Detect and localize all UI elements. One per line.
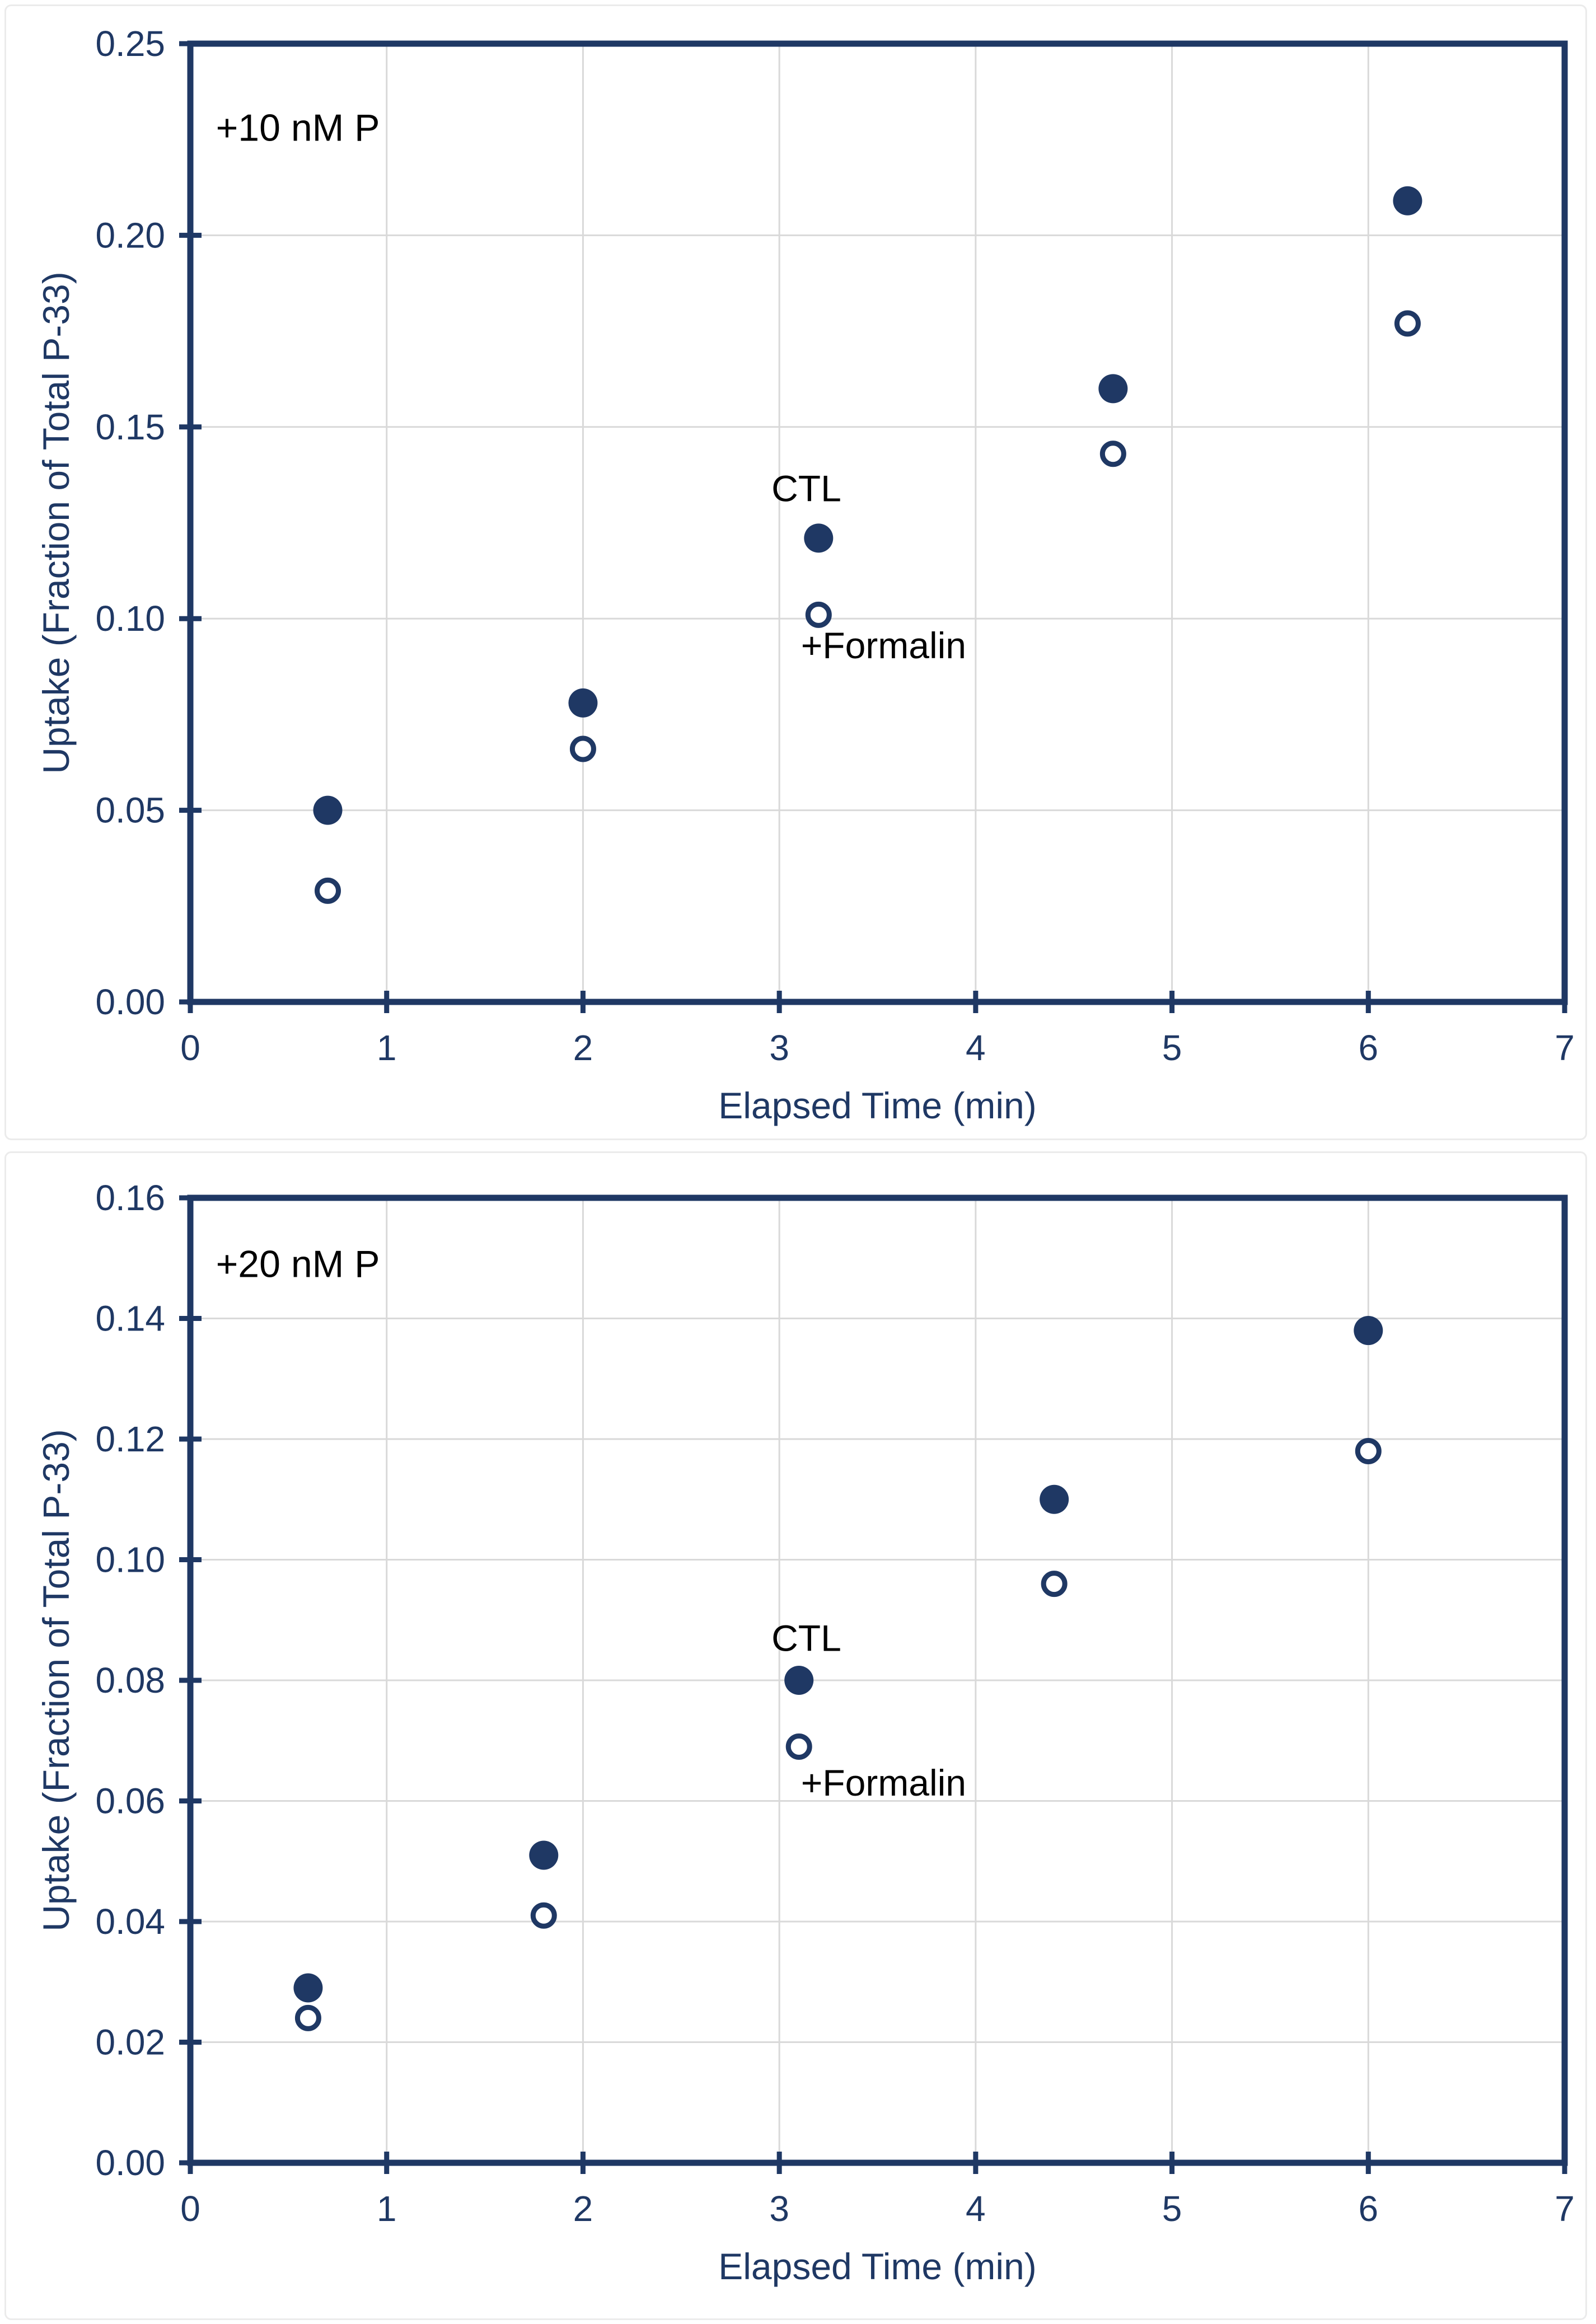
x-axis-tick-label: 4 [966, 1028, 986, 1068]
x-axis-tick-label: 5 [1162, 2189, 1182, 2229]
top-chart-panel [4, 4, 1587, 1140]
y-axis-tick-label: 0.00 [95, 2143, 165, 2183]
y-axis-tick-label: 0.02 [95, 2022, 165, 2063]
condition-annotation: +10 nM P [216, 107, 380, 149]
data-point-open-circle [1394, 310, 1421, 337]
y-axis-tick-label: 0.10 [95, 598, 165, 639]
y-axis-tick-label: 0.16 [95, 1178, 165, 1218]
y-axis-title: Uptake (Fraction of Total P-33) [35, 271, 77, 774]
x-axis-tick-label: 3 [769, 2189, 789, 2229]
x-axis-tick-label: 4 [966, 2189, 986, 2229]
data-point-open-circle [1041, 1571, 1068, 1597]
y-axis-tick-label: 0.05 [95, 790, 165, 831]
data-point-filled-circle [1040, 1484, 1069, 1514]
x-axis-title: Elapsed Time (min) [718, 2246, 1037, 2287]
x-axis-tick-label: 0 [180, 2189, 200, 2229]
x-axis-tick-label: 6 [1358, 1028, 1378, 1068]
y-axis-tick-label: 0.04 [95, 1901, 165, 1942]
y-axis-tick-label: 0.25 [95, 24, 165, 64]
x-axis-tick-label: 2 [573, 2189, 593, 2229]
x-axis-tick-label: 3 [769, 1028, 789, 1068]
data-point-open-circle [530, 1902, 557, 1929]
data-point-open-circle [1099, 441, 1126, 467]
data-point-open-circle [569, 735, 596, 762]
x-axis-tick-label: 1 [377, 2189, 397, 2229]
y-axis-tick-label: 0.15 [95, 407, 165, 447]
x-axis-tick-label: 0 [180, 1028, 200, 1068]
x-axis-title: Elapsed Time (min) [718, 1085, 1037, 1126]
y-axis-tick-label: 0.06 [95, 1781, 165, 1821]
condition-annotation: +20 nM P [216, 1243, 380, 1286]
data-point-filled-circle [784, 1666, 814, 1695]
series-label-formalin: +Formalin [801, 625, 966, 666]
x-axis-tick-label: 5 [1162, 1028, 1182, 1068]
data-point-open-circle [805, 601, 832, 628]
data-point-filled-circle [1393, 186, 1422, 215]
data-point-filled-circle [1354, 1316, 1383, 1346]
y-axis-tick-label: 0.14 [95, 1299, 165, 1339]
data-point-filled-circle [529, 1840, 559, 1870]
x-axis-tick-label: 2 [573, 1028, 593, 1068]
data-point-open-circle [315, 877, 341, 904]
series-label-formalin: +Formalin [801, 1762, 966, 1803]
data-point-filled-circle [1098, 374, 1128, 404]
data-point-filled-circle [313, 795, 343, 825]
data-point-filled-circle [804, 523, 834, 553]
data-point-filled-circle [568, 688, 598, 718]
series-label-ctl: CTL [771, 467, 841, 509]
x-axis-tick-label: 7 [1555, 1028, 1575, 1068]
y-axis-tick-label: 0.20 [95, 215, 165, 255]
data-point-filled-circle [293, 1973, 323, 2003]
data-point-open-circle [294, 2004, 321, 2031]
y-axis-tick-label: 0.00 [95, 982, 165, 1022]
data-point-open-circle [1355, 1438, 1382, 1465]
data-point-open-circle [785, 1733, 812, 1760]
x-axis-tick-label: 6 [1358, 2189, 1378, 2229]
y-axis-tick-label: 0.08 [95, 1660, 165, 1700]
series-label-ctl: CTL [771, 1618, 841, 1659]
x-axis-tick-label: 7 [1555, 2189, 1575, 2229]
plot-area-border [187, 40, 1568, 1005]
y-axis-title: Uptake (Fraction of Total P-33) [35, 1429, 77, 1932]
x-axis-tick-label: 1 [377, 1028, 397, 1068]
y-axis-tick-label: 0.12 [95, 1419, 165, 1459]
y-axis-tick-label: 0.10 [95, 1540, 165, 1580]
